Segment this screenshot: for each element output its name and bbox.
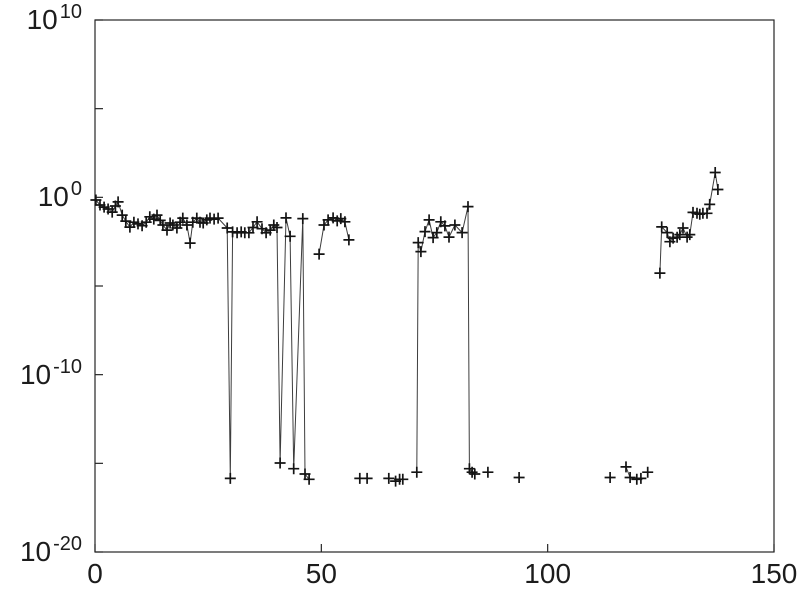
series-segment-left-band-with-spikes xyxy=(95,199,310,480)
y-tick-label-1e0: 10 0 xyxy=(0,178,82,216)
x-tick-label-50: 50 xyxy=(305,558,337,589)
y-tick-base: 10 xyxy=(26,4,58,35)
y-tick-label-1e-10: 10 -10 xyxy=(0,355,82,394)
y-tick-base: 10 xyxy=(37,181,69,213)
data-markers xyxy=(90,167,724,487)
y-tick-label-1e10: 10 10 xyxy=(0,1,82,39)
x-tick-label-100: 100 xyxy=(524,558,572,589)
axis-ticks xyxy=(94,19,775,553)
y-tick-exponent: 0 xyxy=(70,178,82,201)
y-tick-label-1e-20: 10 -20 xyxy=(0,533,82,571)
y-tick-base: 10 xyxy=(19,536,52,567)
plus-markers xyxy=(90,167,724,487)
y-tick-base: 10 xyxy=(19,358,52,390)
x-tick-label-150: 150 xyxy=(750,558,798,589)
x-tick-label-0: 0 xyxy=(87,558,103,589)
data-series xyxy=(95,172,719,480)
series-segment-right-rise xyxy=(659,172,719,274)
y-tick-exponent: -10 xyxy=(53,355,82,378)
axes-box xyxy=(94,19,775,553)
y-tick-exponent: -20 xyxy=(53,533,82,555)
y-tick-exponent: 10 xyxy=(59,1,82,23)
series-segment-middle-hump xyxy=(416,206,476,475)
